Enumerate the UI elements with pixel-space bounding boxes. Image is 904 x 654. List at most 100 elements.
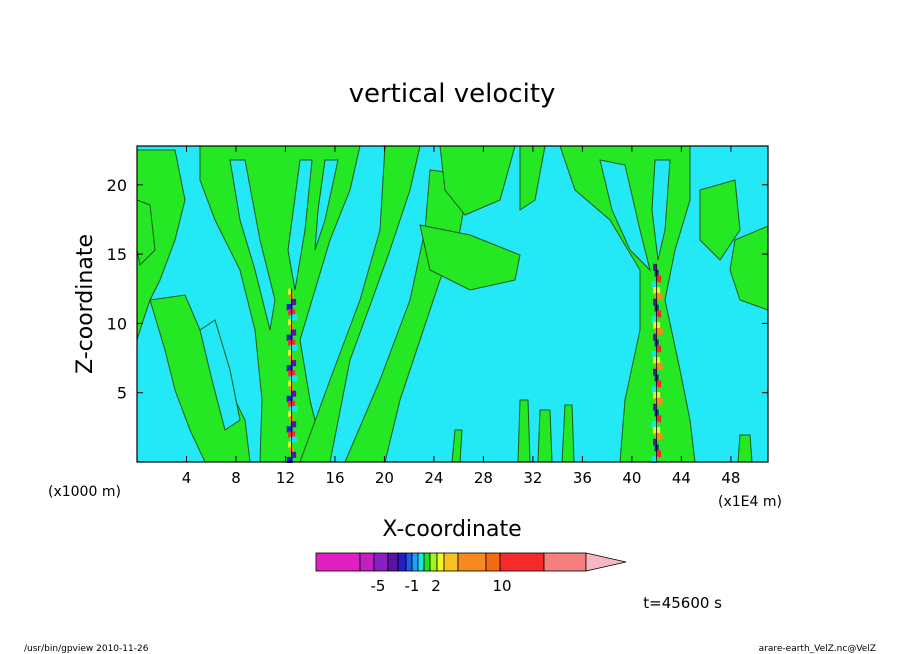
x-tick-label: 36: [573, 469, 592, 487]
negative-contour-hole: [314, 159, 339, 251]
negative-contour-hole: [599, 159, 651, 272]
colorbar: [315, 552, 627, 572]
colorbar-bin: [499, 552, 545, 572]
x-tick-label: 8: [231, 469, 241, 487]
updraft-cell: [656, 275, 662, 283]
updraft-cell: [653, 333, 657, 341]
x-axis-ticks: 4 8 12 16 20 24 28 32 36 40 44 48: [182, 146, 740, 487]
y-tick-label: 20: [107, 176, 127, 195]
plot-frame: [136, 145, 769, 463]
colorbar-bin: [315, 552, 361, 572]
contour-fields: [136, 145, 769, 463]
updraft-cell: [654, 292, 663, 300]
positive-contour-region: [419, 224, 521, 291]
x-unit-label: (x1E4 m): [718, 494, 782, 510]
updraft-cell: [289, 375, 298, 382]
colorbar-bin: [423, 552, 431, 572]
colorbar-tick-label: -5: [371, 577, 386, 595]
x-axis-label: X-coordinate: [382, 517, 521, 542]
updraft-cell: [656, 380, 662, 388]
updraft-cell: [288, 380, 292, 387]
positive-contour-region: [517, 399, 531, 463]
updraft-cell: [651, 386, 658, 394]
y-tick-label: 15: [107, 245, 127, 264]
updraft-cell: [289, 405, 298, 413]
x-tick-label: 16: [325, 469, 344, 487]
updraft-cell: [653, 368, 657, 376]
updraft-cell: [288, 319, 292, 326]
positive-contour-region: [699, 179, 741, 261]
positive-contour-region: [729, 225, 769, 311]
colorbar-bin: [387, 552, 399, 572]
updraft-cell: [289, 436, 298, 443]
updraft-cell: [653, 298, 657, 306]
colorbar-bin: [429, 552, 438, 572]
updraft-cell: [286, 426, 293, 433]
updraft-cell: [653, 438, 657, 446]
x-tick-label: 44: [672, 469, 691, 487]
colorbar-bin: [397, 552, 407, 572]
updraft-cell: [653, 263, 657, 271]
updraft-cell: [286, 456, 293, 463]
y-tick-label: 10: [107, 314, 127, 333]
updraft-cell: [291, 451, 297, 458]
updraft-cell: [654, 432, 663, 440]
negative-contour-hole: [651, 159, 671, 261]
x-tick-label: 24: [424, 469, 443, 487]
positive-contour-region: [299, 145, 421, 463]
updraft-cell: [288, 288, 292, 295]
updraft-cell: [656, 310, 662, 318]
updraft-cell: [289, 344, 298, 351]
updraft-cell: [654, 327, 663, 335]
negative-contour-hole: [199, 319, 241, 431]
colorbar-tick-label: 10: [492, 577, 511, 595]
positive-contour-region: [737, 434, 753, 463]
y-unit-label: (x1000 m): [48, 484, 121, 500]
updraft-cell: [286, 395, 293, 402]
updraft-cell: [291, 329, 297, 336]
y-tick-label: 5: [117, 384, 127, 403]
updraft-cell: [286, 304, 293, 311]
colorbar-bin: [405, 552, 413, 572]
updraft-cell: [654, 397, 663, 405]
negative-contour-hole: [287, 159, 313, 291]
x-tick-label: 4: [182, 469, 192, 487]
updraft-cell: [286, 334, 293, 341]
x-tick-label: 40: [622, 469, 641, 487]
colorbar-bin: [373, 552, 389, 572]
updraft-cell: [651, 421, 658, 429]
colorbar-bin: [411, 552, 419, 572]
colorbar-tick-label: 2: [431, 577, 441, 595]
updraft-cell: [651, 351, 658, 359]
x-tick-label: 28: [474, 469, 493, 487]
updraft-cell: [654, 362, 663, 370]
updraft-cell: [651, 281, 658, 289]
updraft-cell: [656, 345, 662, 353]
updraft-cell: [288, 349, 292, 356]
updraft-cell: [651, 456, 658, 463]
colorbar-bin: [443, 552, 459, 572]
x-tick-label: 48: [721, 469, 740, 487]
x-tick-label: 12: [276, 469, 295, 487]
updraft-cell: [291, 421, 297, 428]
colorbar-tick-label: -1: [405, 577, 420, 595]
positive-contour-region: [537, 409, 553, 463]
x-tick-label: 32: [523, 469, 542, 487]
updraft-cell: [656, 415, 662, 423]
y-axis-ticks: 5 10 15 20: [107, 176, 768, 403]
updraft-cell: [651, 316, 658, 324]
updraft-cell: [653, 403, 657, 411]
updraft-cell: [286, 365, 293, 372]
time-label: t=45600 s: [643, 594, 722, 612]
colorbar-extend-arrow: [585, 552, 627, 572]
y-axis-label: Z-coordinate: [73, 234, 98, 374]
positive-contour-region: [136, 149, 186, 341]
updraft-cell: [289, 314, 298, 321]
updraft-cell: [291, 360, 297, 367]
chart-title: vertical velocity: [349, 79, 556, 109]
colorbar-bin: [359, 552, 375, 572]
colorbar-bin: [457, 552, 487, 572]
footer-right: arare-earth_VelZ.nc@VelZ: [759, 644, 876, 654]
colorbar-tick-labels: -5 -1 2 10: [371, 577, 512, 595]
